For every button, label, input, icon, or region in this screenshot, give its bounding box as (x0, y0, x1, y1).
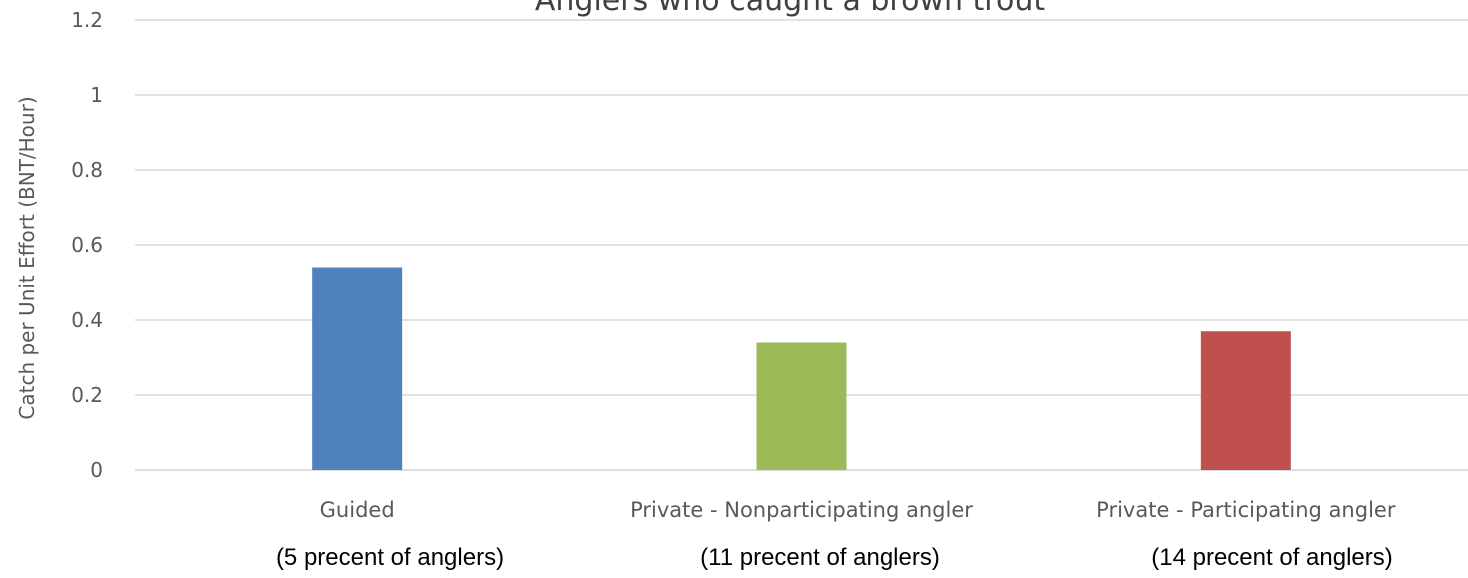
category-sublabel: (14 precent of anglers) (1151, 544, 1392, 571)
y-tick-label: 1.2 (71, 8, 103, 32)
y-tick-label: 0.6 (71, 233, 103, 257)
category-label: Private - Nonparticipating angler (630, 498, 973, 522)
y-axis-label: Catch per Unit Effort (BNT/Hour) (15, 96, 39, 419)
bar-2 (756, 342, 847, 470)
category-label: Private - Participating angler (1096, 498, 1396, 522)
bar-3 (1200, 331, 1291, 470)
y-tick-label: 0.8 (71, 158, 103, 182)
category-sublabel: (5 precent of anglers) (276, 544, 504, 571)
bars (312, 267, 1291, 470)
y-tick-label: 1 (90, 83, 103, 107)
y-tick-label: 0 (90, 458, 103, 482)
y-tick-label: 0.2 (71, 383, 103, 407)
chart-title: Anglers who caught a brown trout (535, 0, 1045, 18)
y-tick-label: 0.4 (71, 308, 103, 332)
category-labels: Guided (5 precent of anglers) Private - No… (276, 498, 1396, 571)
category-label: Guided (320, 498, 395, 522)
category-sublabel: (11 precent of anglers) (700, 544, 940, 571)
y-axis-ticks: 0 0.2 0.4 0.6 0.8 1 1.2 (71, 8, 103, 482)
bar-1 (312, 267, 403, 470)
